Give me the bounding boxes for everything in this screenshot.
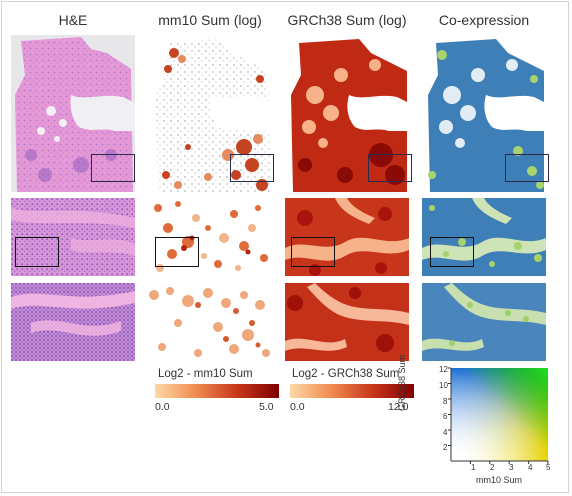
coexp-y-tick: 4 bbox=[443, 428, 448, 437]
grch38-overview-selection-box bbox=[368, 154, 412, 182]
grch38-zoom-selection-box bbox=[291, 237, 335, 267]
grch38-closeup-panel bbox=[285, 283, 409, 361]
he-closeup-panel bbox=[11, 283, 135, 361]
mm10-colorbar bbox=[155, 384, 279, 398]
coexp-overview-panel bbox=[422, 35, 546, 192]
coexp-x-tick: 5 bbox=[546, 463, 551, 472]
coexp-y-tick: 12 bbox=[439, 365, 448, 374]
coexp-y-tick: 8 bbox=[443, 397, 448, 406]
coexp-closeup-panel bbox=[422, 283, 546, 361]
grch38-legend-title: Log2 - GRCh38 Sum bbox=[292, 368, 400, 380]
grch38-colorbar bbox=[290, 384, 414, 398]
grch38-overview-panel bbox=[285, 35, 409, 192]
coexp-2d-legend-square bbox=[451, 368, 548, 461]
coexp-y-tick: 6 bbox=[443, 412, 448, 421]
coexp-y-tick: 2 bbox=[443, 443, 448, 452]
coexp-x-axis-label: mm10 Sum bbox=[476, 475, 523, 485]
col-title-grch38: GRCh38 Sum (log) bbox=[287, 12, 407, 28]
mm10-closeup-panel bbox=[148, 283, 272, 361]
coexp-y-axis-label: GRCh38 Sum bbox=[397, 354, 407, 411]
coexp-x-tick: 2 bbox=[490, 463, 495, 472]
mm10-overview-selection-box bbox=[230, 154, 274, 182]
coexp-x-tick: 4 bbox=[528, 463, 533, 472]
coexp-zoom-panel bbox=[422, 198, 546, 276]
coexp-x-tick: 1 bbox=[471, 463, 476, 472]
mm10-colorbar-max: 5.0 bbox=[259, 401, 274, 413]
coexp-x-tick: 3 bbox=[509, 463, 514, 472]
he-zoom-selection-box bbox=[15, 237, 59, 267]
mm10-zoom-panel bbox=[148, 198, 272, 276]
mm10-colorbar-min: 0.0 bbox=[155, 401, 170, 413]
coexp-legend-axes bbox=[448, 367, 549, 464]
grch38-colorbar-max: 12.0 bbox=[388, 401, 409, 413]
coexp-zoom-selection-box bbox=[430, 237, 474, 267]
mm10-zoom-selection-box bbox=[155, 237, 199, 267]
mm10-overview-panel bbox=[148, 35, 272, 192]
he-overview-panel bbox=[11, 35, 135, 192]
grch38-colorbar-min: 0.0 bbox=[290, 401, 305, 413]
he-overview-selection-box bbox=[91, 154, 135, 182]
coexp-y-tick: 10 bbox=[439, 381, 448, 390]
col-title-coexp: Co-expression bbox=[438, 12, 530, 28]
col-title-he: H&E bbox=[58, 12, 88, 28]
col-title-mm10: mm10 Sum (log) bbox=[158, 12, 262, 28]
mm10-legend-title: Log2 - mm10 Sum bbox=[158, 368, 253, 380]
coexp-overview-selection-box bbox=[505, 154, 549, 182]
